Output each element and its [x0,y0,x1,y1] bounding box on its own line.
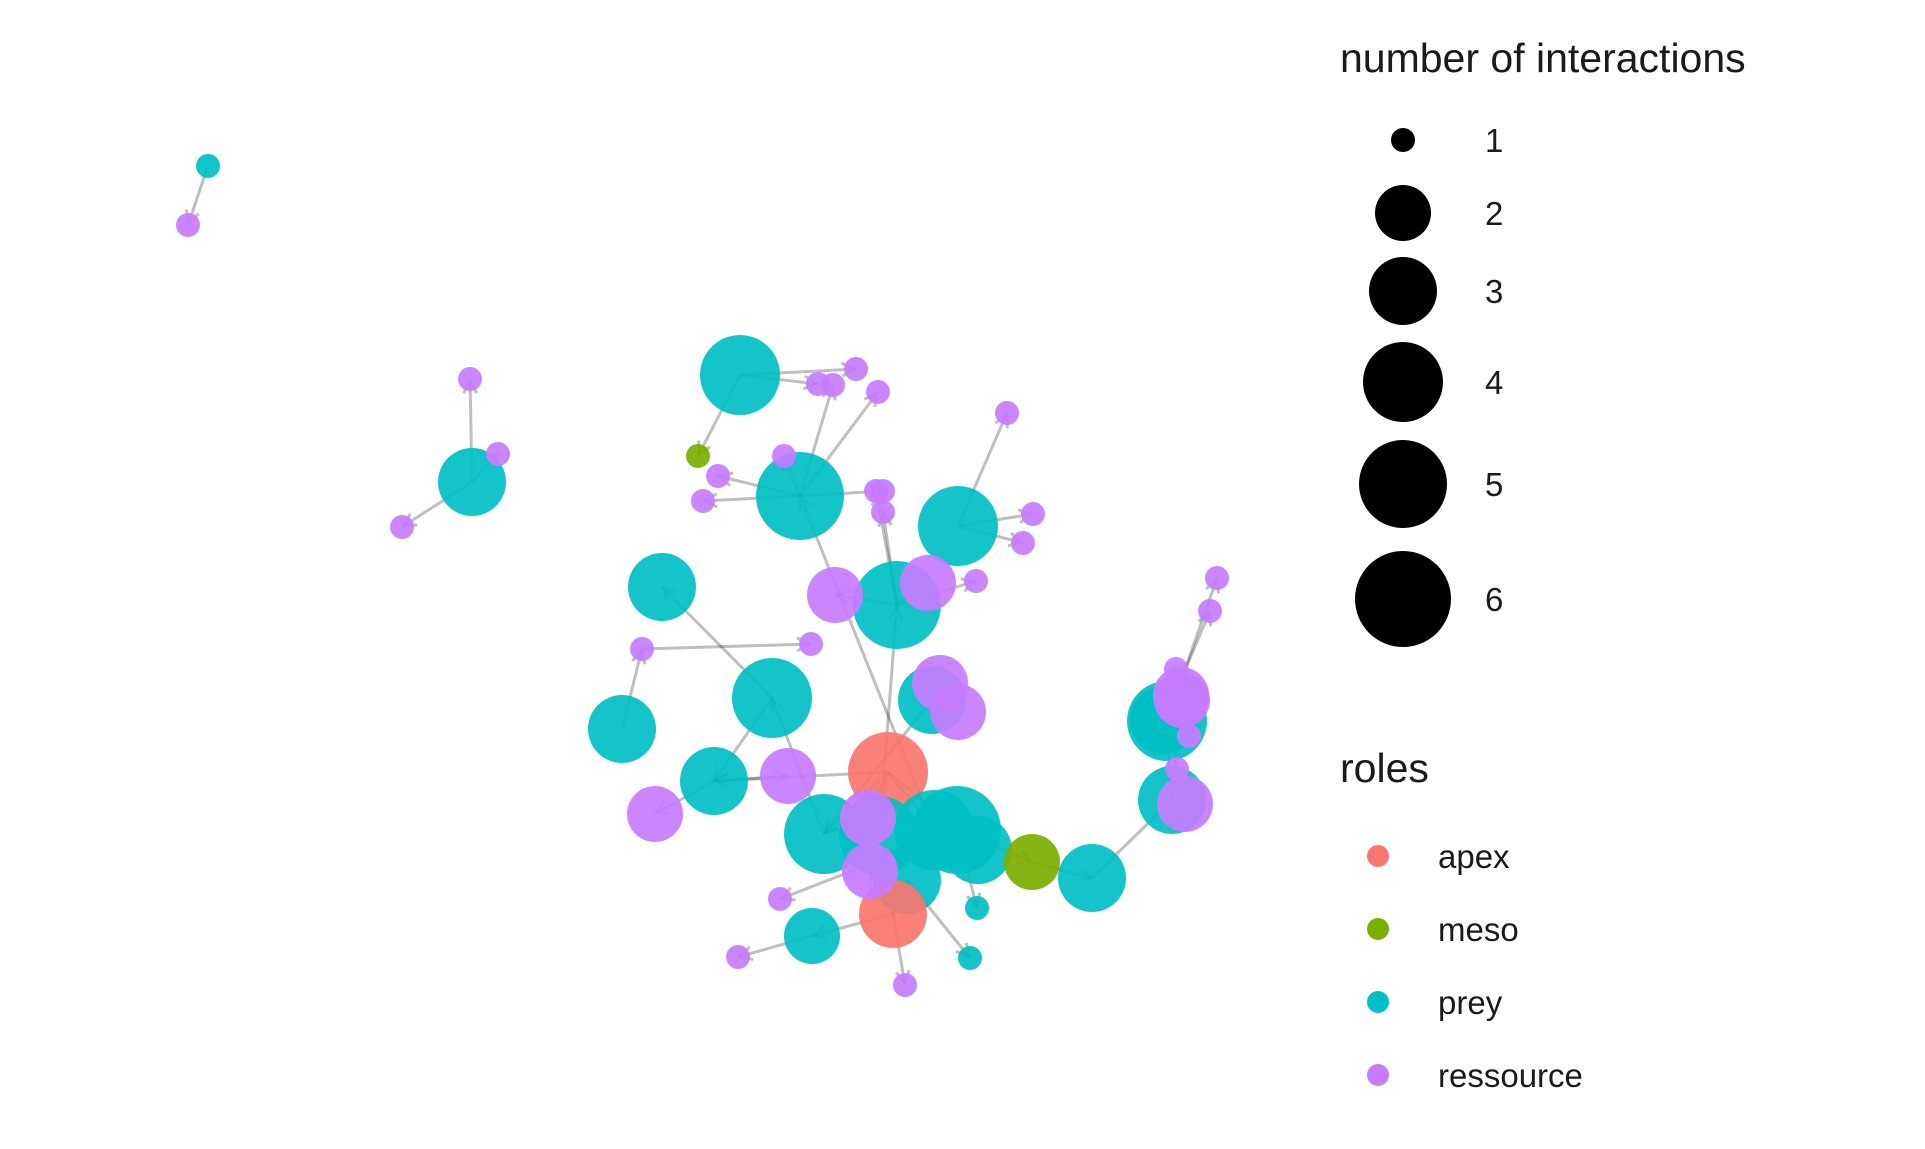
node-ressource [706,464,730,488]
legend-roles: roles apex meso prey ressource [1340,745,1583,1094]
node-ressource [760,748,816,804]
legend-size-label: 6 [1485,581,1503,618]
node-ressource [799,632,823,656]
node-prey [680,747,748,815]
node-ressource [1021,502,1045,526]
node-ressource [1165,757,1189,781]
edge-n28-n30 [641,642,812,651]
node-ressource [964,569,988,593]
node-prey [588,695,656,763]
node-meso [686,444,710,468]
node-ressource [176,213,200,237]
legend-size-label: 2 [1485,195,1503,232]
node-prey [756,452,844,540]
legend-size-title: number of interactions [1340,35,1746,81]
node-ressource [1177,724,1201,748]
node-ressource [390,515,414,539]
node-ressource [1198,599,1222,623]
node-ressource [1153,667,1209,723]
node-ressource [1205,566,1229,590]
node-ressource [864,479,888,503]
node-ressource [627,786,683,842]
node-ressource [840,790,896,846]
node-prey [438,448,506,516]
legend-size-symbol [1369,257,1437,325]
legend-size-symbol [1375,185,1431,241]
legend-role-label-ressource: ressource [1438,1057,1583,1094]
node-ressource [893,973,917,997]
legend-role-items: apex meso prey ressource [1367,838,1583,1094]
node-ressource [772,444,796,468]
legend-size-symbol [1391,128,1415,152]
legend-size-items: 1 2 3 4 5 6 [1355,122,1503,647]
node-ressource [630,637,654,661]
legend-size-label: 4 [1485,364,1503,401]
node-ressource [821,373,845,397]
node-ressource [995,401,1019,425]
node-prey [958,946,982,970]
node-ressource [844,357,868,381]
legend-role-dot-prey [1367,991,1389,1013]
legend-roles-title: roles [1340,745,1429,791]
legend-role-label-apex: apex [1438,838,1510,875]
node-prey [965,896,989,920]
legend-size-symbol [1359,440,1447,528]
node-ressource [842,843,898,899]
legend-size-symbol [1363,342,1443,422]
node-prey [196,154,220,178]
node-prey [700,335,780,415]
node-prey [918,486,998,566]
node-prey [628,553,696,621]
legend-role-label-meso: meso [1438,911,1519,948]
legend-size: number of interactions 1 2 3 4 5 6 [1340,35,1746,647]
legend-size-label: 5 [1485,466,1503,503]
legend-role-dot-ressource [1367,1064,1389,1086]
legend-role-dot-meso [1367,918,1389,940]
node-ressource [458,367,482,391]
legend-role-label-prey: prey [1438,984,1503,1021]
node-ressource [1011,531,1035,555]
legend-size-label: 3 [1485,273,1503,310]
nodes-layer [176,154,1229,997]
node-ressource [930,684,986,740]
node-ressource [486,442,510,466]
node-ressource [866,380,890,404]
node-ressource [871,500,895,524]
node-ressource [726,945,750,969]
node-prey [944,816,1012,884]
node-prey [732,658,812,738]
node-meso [1004,834,1060,890]
legend-size-symbol [1355,551,1451,647]
node-ressource [900,555,956,611]
node-prey [784,908,840,964]
node-ressource [1157,776,1213,832]
legend-size-label: 1 [1485,122,1503,159]
node-ressource [691,489,715,513]
node-ressource [807,567,863,623]
node-ressource [768,887,792,911]
legend-role-dot-apex [1367,845,1389,867]
node-prey [1058,844,1126,912]
node-ressource [1164,657,1188,681]
